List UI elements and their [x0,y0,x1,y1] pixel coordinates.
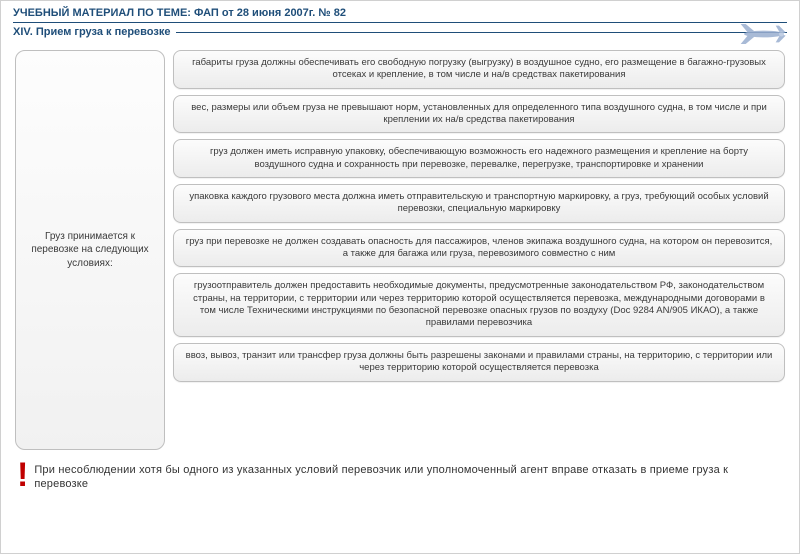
warning-row: ! При несоблюдении хотя бы одного из ука… [15,464,785,492]
condition-item: вес, размеры или объем груза не превышаю… [173,95,785,134]
conditions-list: габариты груза должны обеспечивать его с… [173,50,785,450]
warning-text: При несоблюдении хотя бы одного из указа… [34,464,783,492]
conditions-summary-label: Груз принимается к перевозке на следующи… [24,230,156,271]
page-title-line2: XIV. Прием груза к перевозке [13,26,170,38]
page-title-line1: УЧЕБНЫЙ МАТЕРИАЛ ПО ТЕМЕ: ФАП от 28 июня… [13,7,787,23]
condition-item: ввоз, вывоз, транзит или трансфер груза … [173,343,785,382]
condition-item: грузоотправитель должен предоставить нео… [173,273,785,336]
conditions-summary-box: Груз принимается к перевозке на следующи… [15,50,165,450]
condition-item: груз при перевозке не должен создавать о… [173,229,785,268]
exclamation-icon: ! [17,464,28,488]
condition-item: груз должен иметь исправную упаковку, об… [173,139,785,178]
condition-item: упаковка каждого грузового места должна … [173,184,785,223]
title-divider [176,32,787,33]
condition-item: габариты груза должны обеспечивать его с… [173,50,785,89]
